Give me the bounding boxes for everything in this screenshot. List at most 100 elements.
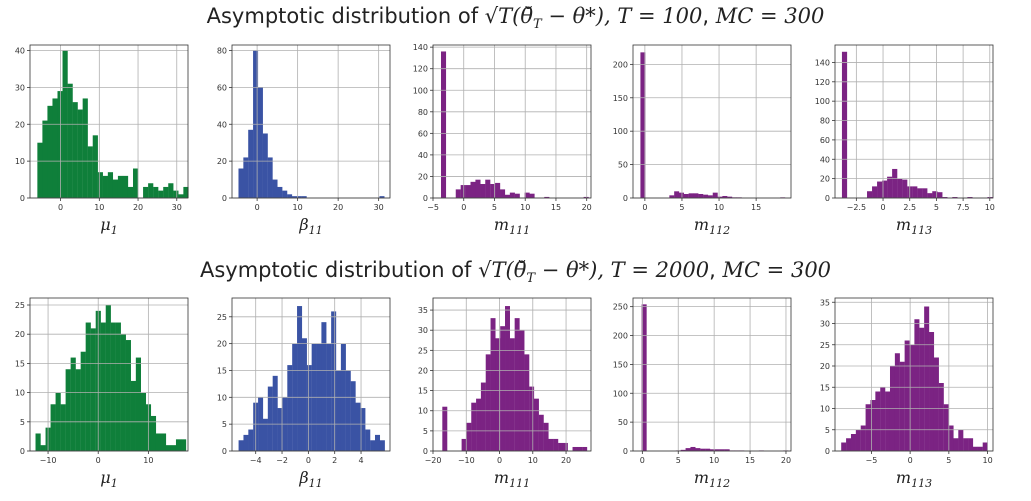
y-tick-label: 80 [418, 108, 428, 117]
histogram-bar [967, 197, 973, 198]
x-tick-label: 20 [333, 203, 343, 212]
y-tick-label: 140 [815, 58, 830, 67]
histogram-bar [461, 438, 467, 451]
x-axis-label: m112 [694, 468, 730, 490]
histogram-bar [524, 192, 530, 198]
x-axis-label: β11 [298, 468, 322, 490]
plot-frame [834, 44, 994, 199]
y-tick-label: 10 [15, 157, 25, 166]
x-tick-label: 15 [745, 456, 755, 465]
y-tick-label: 30 [15, 83, 25, 92]
histogram-bar [267, 386, 273, 451]
histogram-bar [77, 109, 83, 198]
histogram-bar [690, 446, 696, 451]
histogram-bar [115, 322, 121, 451]
x-tick-label: −5 [866, 456, 878, 465]
histogram-bar [943, 404, 949, 451]
histogram-bar [872, 186, 878, 198]
histogram-bar [480, 382, 486, 451]
x-tick-label: 10 [520, 203, 530, 212]
x-axis-label: m113 [896, 215, 932, 237]
x-axis-label: μ1 [100, 215, 117, 237]
plot-frame [834, 297, 994, 452]
y-tick-label: 20 [820, 362, 830, 371]
y-tick-label: 5 [222, 420, 227, 429]
histogram-bar [60, 404, 66, 451]
y-tick-label: 25 [820, 341, 830, 350]
x-tick-label: 5 [934, 203, 939, 212]
histogram-bar [374, 434, 381, 451]
histogram-bar [306, 365, 312, 451]
histogram-bar [90, 328, 96, 451]
histogram-bar [350, 381, 356, 451]
y-tick-label: 35 [820, 298, 830, 307]
y-tick-label: 0 [20, 194, 25, 203]
histogram-bar [509, 338, 515, 451]
histogram-bar [524, 354, 530, 451]
plot-frame [29, 297, 189, 452]
y-tick-label: 0 [423, 194, 428, 203]
histogram-bar [683, 193, 689, 198]
histogram-bar [287, 365, 293, 451]
histogram-bar [130, 380, 136, 451]
plot-frame [29, 44, 189, 199]
histogram-bar [360, 408, 366, 451]
histogram-bar [475, 179, 481, 198]
x-tick-label: 0 [255, 203, 260, 212]
histogram-bar [927, 193, 933, 198]
y-tick-label: 80 [217, 47, 227, 56]
histogram-bar [919, 327, 925, 451]
histogram-bar [272, 375, 278, 451]
histogram-bar [942, 197, 948, 198]
histogram-bar [538, 414, 544, 451]
histogram-bar [455, 189, 461, 198]
histogram-bar [92, 135, 98, 198]
histogram-bar [296, 196, 302, 198]
histogram-bar [117, 175, 124, 198]
histogram-bar [577, 446, 583, 451]
histogram-svg: −20 −10 0 10 20 0 5 10 15 20 25 30 35 m111 [418, 297, 592, 490]
histogram-bar [544, 196, 550, 198]
y-tick-label: 40 [418, 151, 428, 160]
histogram-bar [379, 440, 385, 451]
histogram-bar [982, 442, 988, 451]
y-tick-label: 200 [613, 60, 628, 69]
histogram-panel: 0 10 20 30 0 10 20 30 40 μ1 [6, 43, 194, 238]
histogram-bar [105, 305, 111, 451]
histogram-bar [272, 179, 278, 198]
histogram-bar [336, 370, 342, 451]
plot-frame [632, 297, 792, 452]
x-tick-label: 4 [358, 456, 363, 465]
histogram-bar [165, 445, 172, 451]
histogram-bar [500, 326, 506, 451]
x-tick-label: −5 [427, 203, 439, 212]
histogram-bar [248, 429, 254, 451]
y-tick-label: 150 [613, 94, 628, 103]
histogram-bar [533, 398, 539, 451]
x-tick-label: 10 [982, 456, 992, 465]
histogram-bar [370, 440, 376, 451]
histogram-bar [82, 98, 88, 198]
histogram-bar [135, 357, 142, 451]
histogram-bar [562, 442, 568, 451]
y-tick-label: 10 [418, 407, 428, 416]
histogram-bar [110, 322, 116, 451]
histogram-bar [248, 129, 254, 198]
histogram-bar [709, 449, 716, 451]
histogram-bar [583, 196, 589, 198]
histogram-bar [938, 383, 944, 451]
histogram-bar [282, 190, 288, 198]
y-tick-label: 120 [413, 65, 428, 74]
histogram-bar [904, 340, 910, 451]
histogram-bar [514, 318, 520, 451]
histogram-bar [301, 196, 307, 198]
histogram-bar [267, 157, 273, 198]
plot-frame [432, 297, 592, 452]
histogram-bar [924, 306, 930, 451]
histogram-bar [529, 386, 535, 451]
x-tick-label: 2.5 [903, 203, 916, 212]
histogram-panel: 0 10 20 30 0 20 40 60 80 β11 [208, 43, 396, 238]
histogram-bar [558, 442, 564, 451]
